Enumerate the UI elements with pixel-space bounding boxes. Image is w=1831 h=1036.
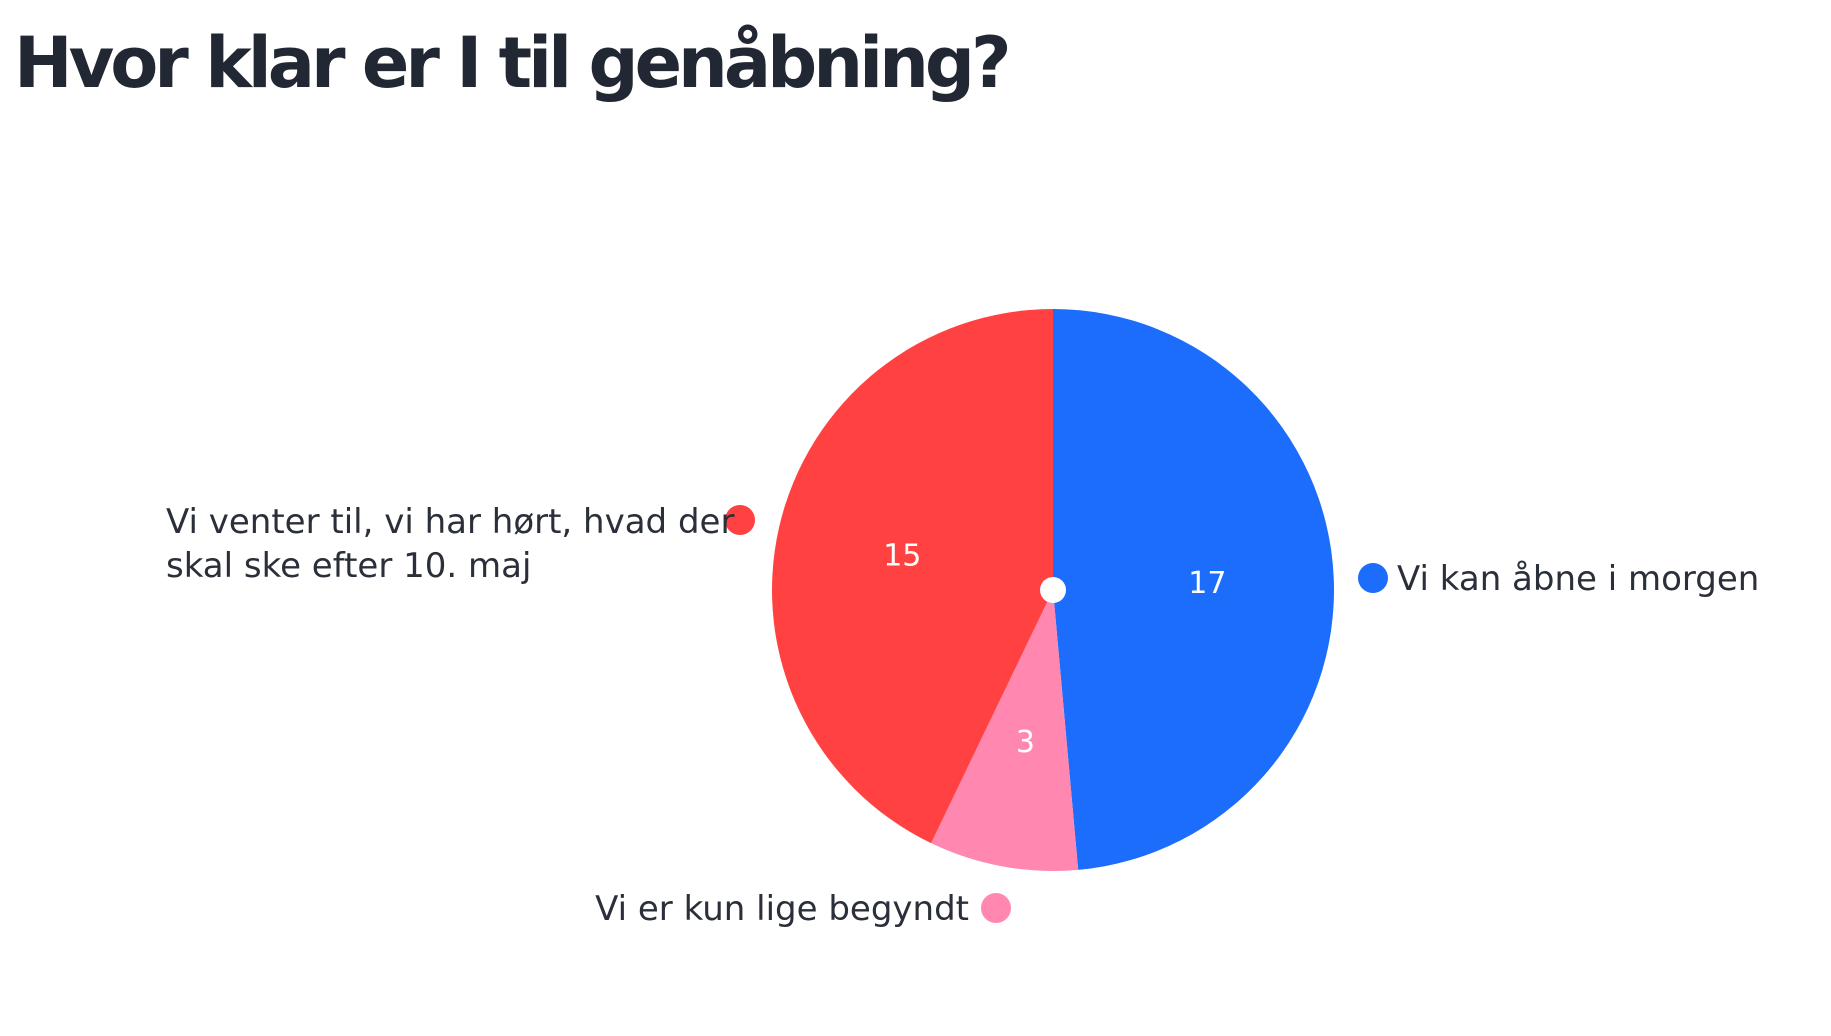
pie-value-label-1: 3 [1016, 725, 1035, 760]
pie-value-label-0: 17 [1188, 566, 1226, 601]
legend-item-0: Vi kan åbne i morgen [1358, 559, 1759, 599]
legend-dot [1358, 563, 1388, 593]
legend-item-2: Vi venter til, vi har hørt, hvad der ska… [166, 502, 755, 586]
legend-label: Vi kan åbne i morgen [1397, 559, 1759, 599]
pie-slice-2 [771, 309, 1053, 844]
pie-slices [771, 309, 1335, 871]
page-title: Hvor klar er I til genåbning? [14, 22, 1012, 104]
pie-slice-1 [931, 590, 1079, 871]
legend-label: Vi venter til, vi har hørt, hvad der ska… [166, 502, 745, 586]
legend-dot [725, 505, 755, 535]
legend-dot [981, 893, 1011, 923]
pie-value-labels: 17 3 15 [883, 539, 1226, 760]
pie-value-label-2: 15 [883, 539, 921, 574]
legend-label: Vi er kun lige begyndt [595, 889, 969, 929]
legend-item-1: Vi er kun lige begyndt [595, 889, 1011, 929]
pie-center-dot [1040, 577, 1066, 603]
pie-slice-0 [1053, 309, 1335, 870]
